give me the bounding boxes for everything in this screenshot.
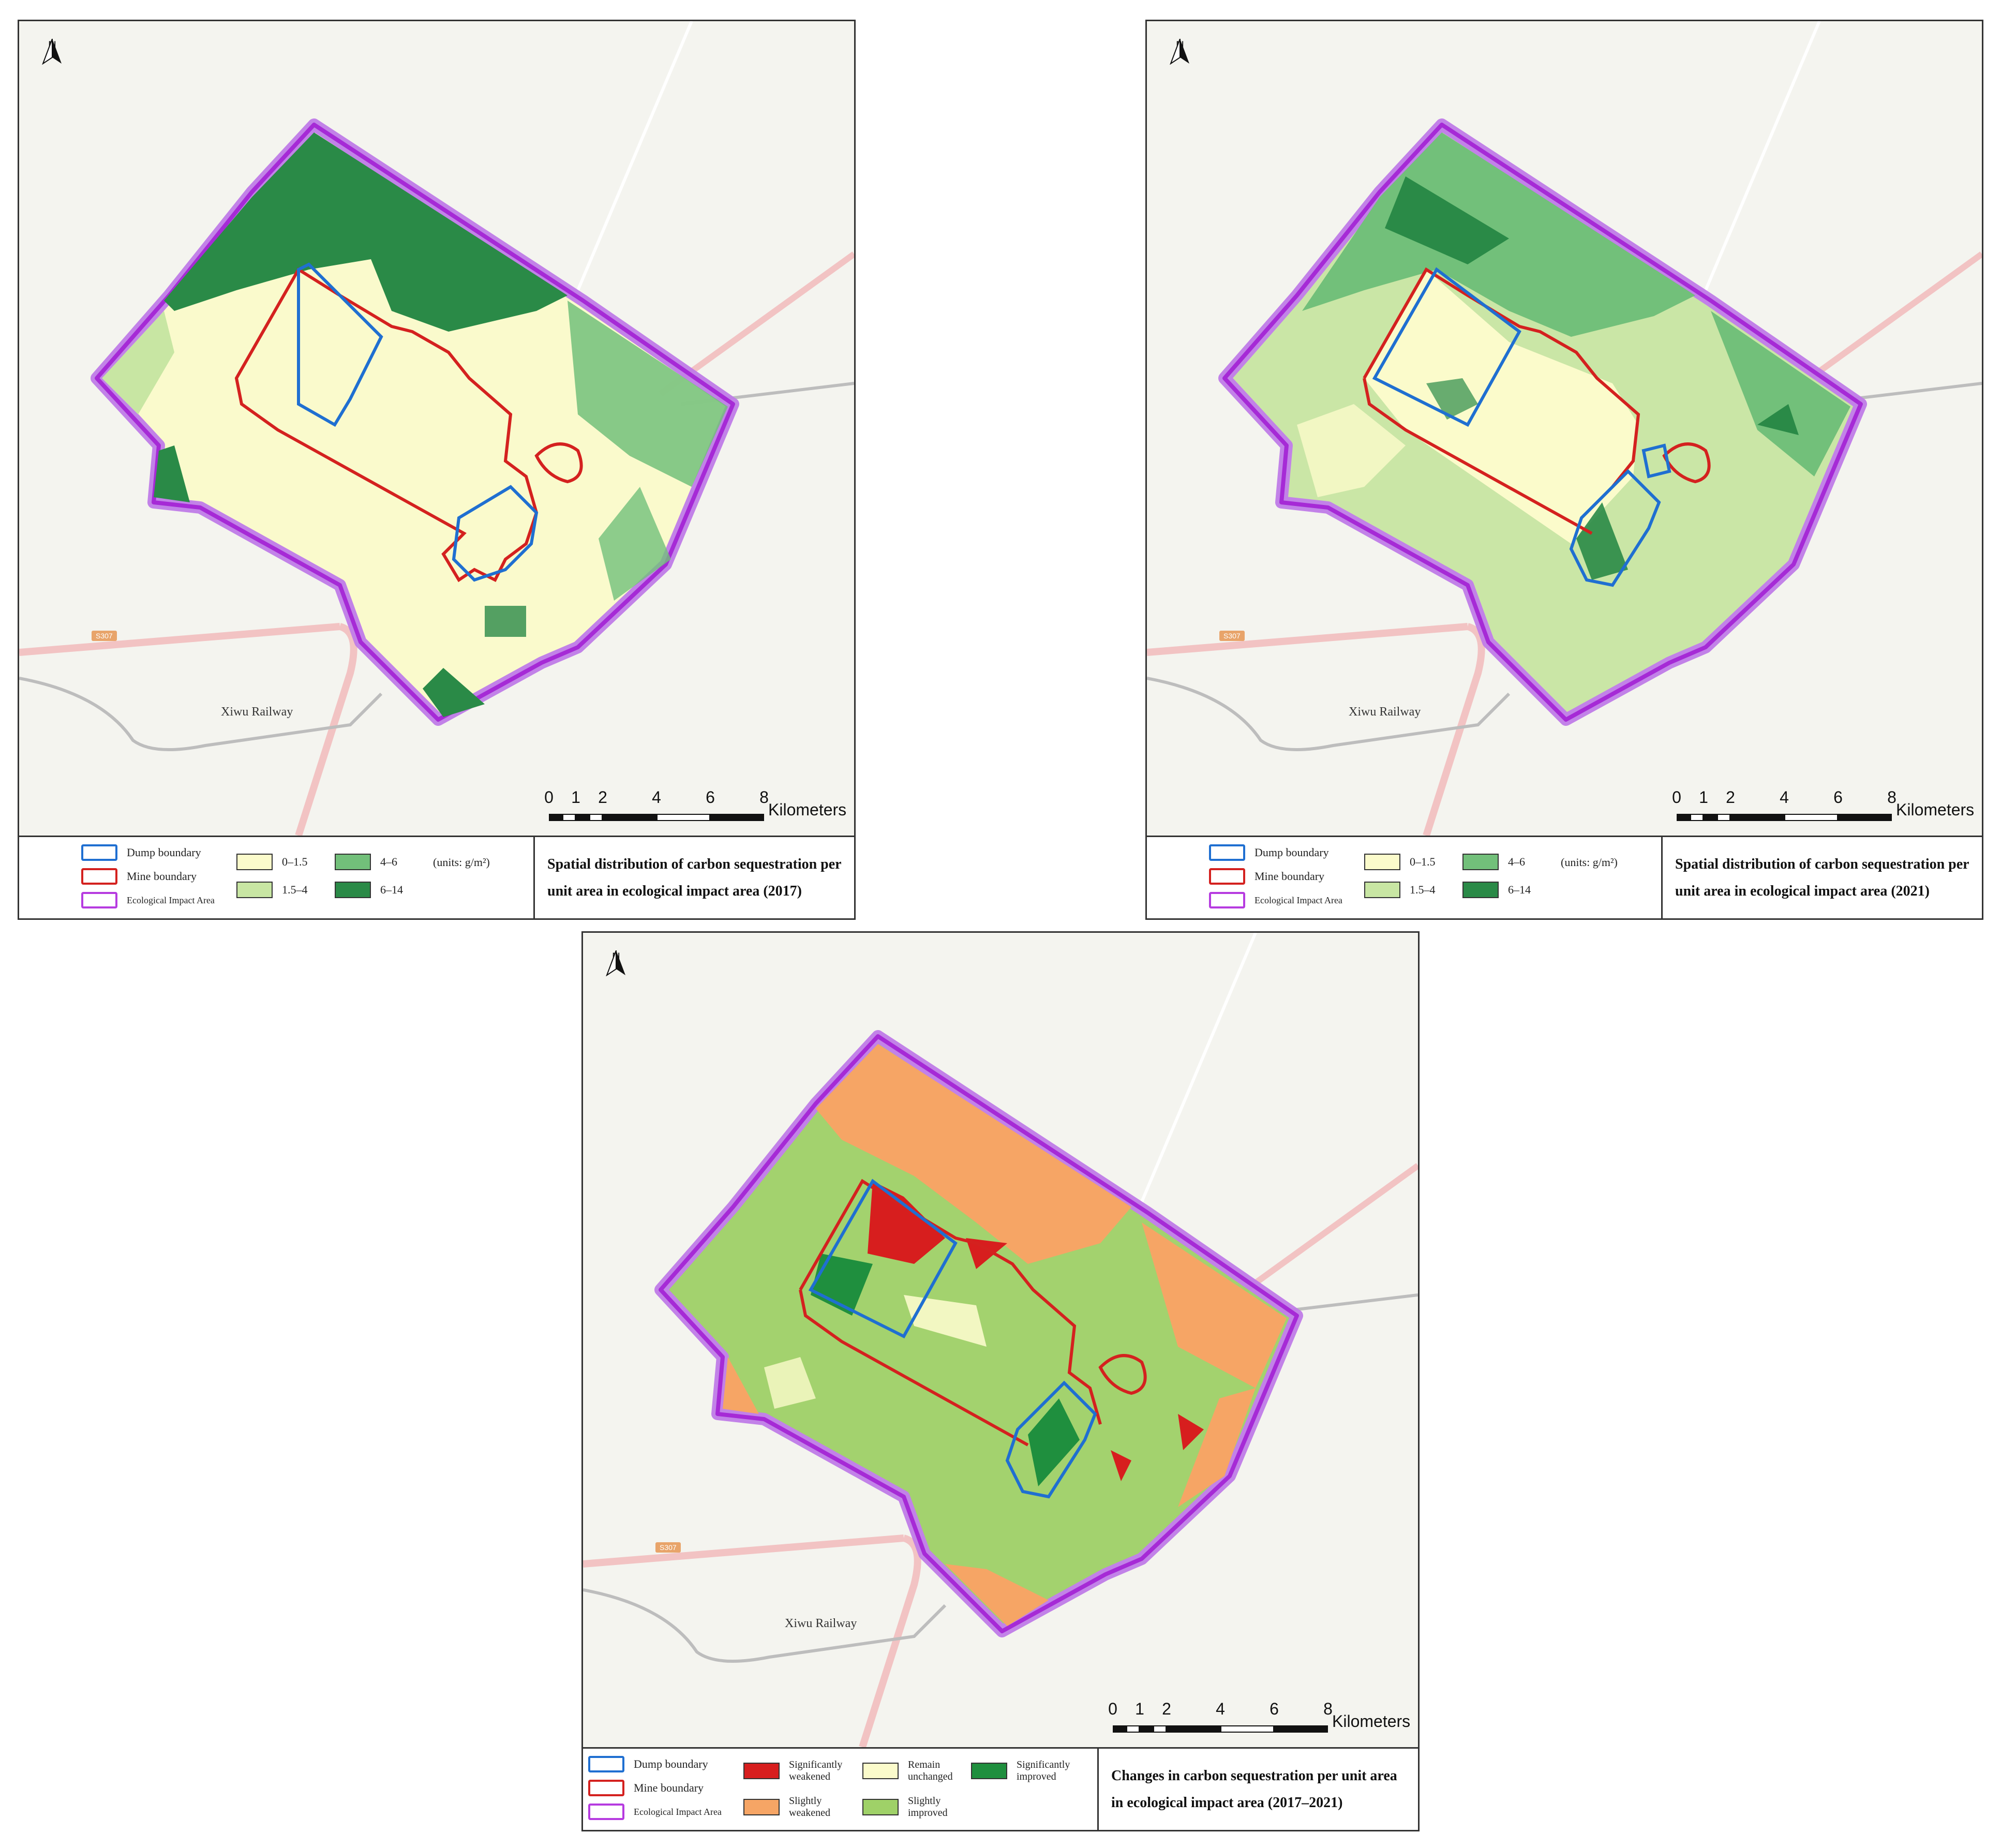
scale-tick: 4 <box>652 788 661 807</box>
legend-2021: Dump boundary Mine boundary Ecological I… <box>1147 836 1982 918</box>
scale-tick: 6 <box>706 788 715 807</box>
north-arrow-icon <box>42 39 62 65</box>
legend-2017: Dump boundary Mine boundary Ecological I… <box>19 836 854 918</box>
legend-c3: 4–6 <box>1462 854 1525 870</box>
railway-label-change: Xiwu Railway <box>785 1617 857 1630</box>
legend-remain: Remain unchanged <box>862 1759 976 1783</box>
scale-tick: 8 <box>1323 1700 1333 1718</box>
map-panel-2017: N S307 Xiwu Railway 0 1 2 4 6 8 Kilomete… <box>18 20 856 920</box>
scale-tick: 1 <box>571 788 580 807</box>
legend-mine: Mine boundary <box>1209 868 1324 885</box>
map-area-2021: N S307 Xiwu Railway 0 1 2 4 6 8 Kilomete… <box>1147 21 1982 836</box>
legend-change: Dump boundary Mine boundary Ecological I… <box>583 1747 1418 1830</box>
scale-tick: 4 <box>1216 1700 1225 1718</box>
legend-eco: Ecological Impact Area <box>1209 892 1342 908</box>
scale-tick: 8 <box>759 788 769 807</box>
legend-units: (units: g/m²) <box>1561 856 1618 869</box>
scale-tick: 6 <box>1833 788 1843 807</box>
legend-dump: Dump boundary <box>1209 844 1329 861</box>
legend-c4: 6–14 <box>1462 882 1531 898</box>
route-badge-2021: S307 <box>1219 631 1245 641</box>
north-arrow-icon <box>606 950 625 976</box>
map-title-2021: Spatial distribution of carbon sequestra… <box>1661 837 1982 918</box>
legend-mine: Mine boundary <box>588 1780 704 1796</box>
scale-tick: 2 <box>598 788 607 807</box>
scale-unit: Kilometers <box>768 800 847 819</box>
scale-tick: 8 <box>1887 788 1897 807</box>
railway-label-2017: Xiwu Railway <box>221 705 293 719</box>
legend-c4: 6–14 <box>335 882 403 898</box>
scale-unit: Kilometers <box>1896 800 1975 819</box>
north-arrow-2021: N <box>1170 39 1190 65</box>
scale-tick: 1 <box>1699 788 1708 807</box>
scale-tick: 2 <box>1162 1700 1171 1718</box>
north-arrow-icon <box>1170 39 1189 65</box>
legend-c2: 1.5–4 <box>236 882 308 898</box>
scale-unit: Kilometers <box>1332 1712 1411 1731</box>
north-arrow-2017: N <box>42 39 63 65</box>
map-panel-2021: N S307 Xiwu Railway 0 1 2 4 6 8 Kilomete… <box>1145 20 1983 920</box>
scale-tick: 0 <box>544 788 554 807</box>
legend-units: (units: g/m²) <box>433 856 490 869</box>
legend-mine: Mine boundary <box>81 868 197 885</box>
map-graphic-2017 <box>19 21 854 836</box>
legend-sli-weak: Slightly weakened <box>743 1795 857 1819</box>
map-area-change: N S307 Xiwu Railway 0 1 2 4 6 8 Kilomete… <box>583 933 1418 1747</box>
scale-tick: 0 <box>1108 1700 1117 1718</box>
legend-c3: 4–6 <box>335 854 397 870</box>
scale-tick: 0 <box>1672 788 1681 807</box>
legend-sig-imp: Significantly improved <box>971 1759 1090 1783</box>
legend-sig-weak: Significantly weakened <box>743 1759 857 1783</box>
legend-c1: 0–1.5 <box>1364 854 1436 870</box>
map-graphic-2021 <box>1147 21 1982 836</box>
legend-c1: 0–1.5 <box>236 854 308 870</box>
route-badge-change: S307 <box>655 1542 681 1553</box>
legend-sli-imp: Slightly improved <box>862 1795 976 1819</box>
legend-c2: 1.5–4 <box>1364 882 1436 898</box>
map-graphic-change <box>583 933 1418 1747</box>
legend-dump: Dump boundary <box>588 1756 708 1772</box>
map-panel-change: N S307 Xiwu Railway 0 1 2 4 6 8 Kilomete… <box>581 931 1420 1831</box>
scale-bar-2017: 0 1 2 4 6 8 Kilometers <box>542 788 852 829</box>
scale-tick: 2 <box>1726 788 1735 807</box>
legend-eco: Ecological Impact Area <box>81 892 215 908</box>
legend-eco: Ecological Impact Area <box>588 1804 722 1820</box>
legend-dump: Dump boundary <box>81 844 201 861</box>
scale-tick: 1 <box>1135 1700 1144 1718</box>
map-area-2017: N S307 Xiwu Railway 0 1 2 4 6 8 Kilomete… <box>19 21 854 836</box>
scale-bar-2021: 0 1 2 4 6 8 Kilometers <box>1669 788 1980 829</box>
north-arrow-change: N <box>606 950 626 976</box>
scale-tick: 4 <box>1780 788 1789 807</box>
map-title-2017: Spatial distribution of carbon sequestra… <box>533 837 854 918</box>
map-title-change: Changes in carbon sequestration per unit… <box>1097 1749 1418 1830</box>
scale-bar-change: 0 1 2 4 6 8 Kilometers <box>1106 1700 1416 1741</box>
railway-label-2021: Xiwu Railway <box>1349 705 1421 719</box>
route-badge-2017: S307 <box>92 631 117 641</box>
scale-tick: 6 <box>1270 1700 1279 1718</box>
